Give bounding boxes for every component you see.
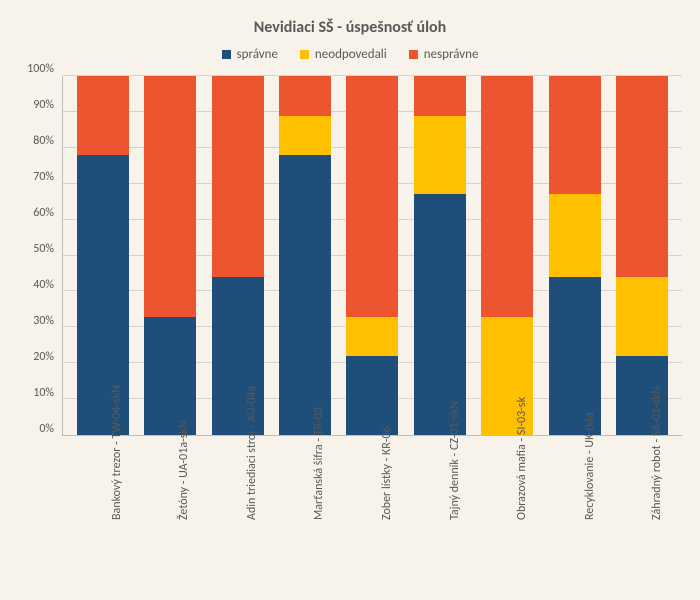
legend-label-spravne: správne xyxy=(237,47,278,62)
x-axis-label: Záhradný robot - SA-01-skN xyxy=(650,468,700,520)
y-axis: 100% 90% 80% 70% 60% 50% 40% 30% 20% 10%… xyxy=(18,76,62,436)
bar xyxy=(481,76,533,435)
legend-label-neodpovedali: neodpovedali xyxy=(315,47,387,62)
chart-title: Nevidiaci SŠ - úspešnosť úloh xyxy=(18,18,682,37)
legend-item-neodpovedali: neodpovedali xyxy=(300,47,387,62)
bar-segment-neodpovedali xyxy=(279,116,331,155)
legend-label-nespravne: nesprávne xyxy=(424,47,479,62)
legend-item-nespravne: nesprávne xyxy=(409,47,479,62)
bar-segment-spravne xyxy=(144,317,196,435)
bar-segment-spravne xyxy=(414,194,466,435)
bar-segment-nespravne xyxy=(346,76,398,317)
bar-segment-spravne xyxy=(346,356,398,435)
bar-segment-neodpovedali xyxy=(414,116,466,195)
bar-segment-nespravne xyxy=(212,76,264,277)
bar xyxy=(212,76,264,435)
bar xyxy=(414,76,466,435)
bar xyxy=(144,76,196,435)
legend: správne neodpovedali nesprávne xyxy=(18,47,682,62)
legend-swatch-spravne xyxy=(222,50,231,59)
x-axis: Bankový trezor - TW-04-skNŽetóny - UA-01… xyxy=(62,436,682,582)
bar-segment-nespravne xyxy=(77,76,129,155)
bar-segment-nespravne xyxy=(549,76,601,194)
bar-segment-nespravne xyxy=(616,76,668,277)
chart-container: Nevidiaci SŠ - úspešnosť úloh správne ne… xyxy=(0,0,700,600)
bar-segment-nespravne xyxy=(414,76,466,115)
plot-wrap: 100% 90% 80% 70% 60% 50% 40% 30% 20% 10%… xyxy=(18,76,682,436)
bar-segment-neodpovedali xyxy=(616,277,668,356)
bar-segment-spravne xyxy=(279,155,331,435)
bar xyxy=(77,76,129,435)
legend-swatch-neodpovedali xyxy=(300,50,309,59)
bar xyxy=(616,76,668,435)
bar xyxy=(279,76,331,435)
legend-item-spravne: správne xyxy=(222,47,278,62)
bar-segment-nespravne xyxy=(481,76,533,317)
bar-segment-neodpovedali xyxy=(549,194,601,277)
legend-swatch-nespravne xyxy=(409,50,418,59)
bar-segment-nespravne xyxy=(279,76,331,115)
bar xyxy=(346,76,398,435)
bar-segment-nespravne xyxy=(144,76,196,317)
bars xyxy=(63,76,682,435)
bar-segment-neodpovedali xyxy=(346,317,398,356)
plot-area xyxy=(62,76,682,436)
bar xyxy=(549,76,601,435)
